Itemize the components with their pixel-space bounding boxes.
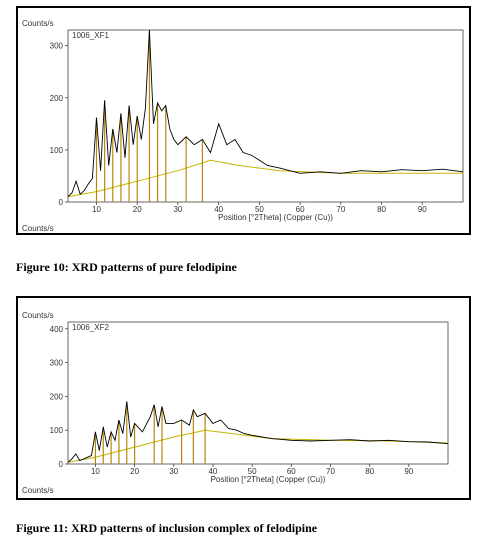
x-tick-label: 20 bbox=[133, 205, 142, 214]
x-tick-label: 10 bbox=[91, 467, 100, 476]
y-tick-label: 100 bbox=[50, 426, 64, 435]
xrd-plot-2: Counts/s Counts/s 1006_XF2 0 100 200 300 400 10 2… bbox=[22, 311, 449, 495]
y-tick-label: 0 bbox=[59, 198, 64, 207]
sample-label: 1006_XF1 bbox=[72, 31, 109, 40]
plot-frame bbox=[67, 29, 464, 203]
x-tick-label: 80 bbox=[365, 467, 374, 476]
x-tick-label: 60 bbox=[296, 205, 305, 214]
y-tick-label: 100 bbox=[50, 146, 64, 155]
y-unit-label: Counts/s bbox=[22, 311, 54, 320]
xrd-chart-pure-felodipine: Counts/s Counts/s 1006_XF1 0 100 200 300 10 20 30… bbox=[16, 6, 471, 235]
x-tick-label: 70 bbox=[336, 205, 345, 214]
xrd-plot-1: Counts/s Counts/s 1006_XF1 0 100 200 300 10 20 30… bbox=[22, 19, 464, 233]
x-axis-label: Position [°2Theta] (Copper (Cu)) bbox=[211, 475, 326, 484]
figure-11-caption: Figure 11: XRD patterns of inclusion com… bbox=[16, 521, 318, 535]
figure-10-caption: Figure 10: XRD patterns of pure felodipi… bbox=[16, 260, 237, 274]
x-tick-label: 60 bbox=[287, 467, 296, 476]
xrd-chart-inclusion-complex: Counts/s Counts/s 1006_XF2 0 100 200 300 400 10 2… bbox=[16, 296, 471, 500]
x-axis-label: Position [°2Theta] (Copper (Cu)) bbox=[218, 213, 333, 222]
x-tick-label: 30 bbox=[173, 205, 182, 214]
xrd-trace-line bbox=[67, 29, 464, 198]
background-baseline bbox=[67, 159, 463, 198]
x-tick-label: 90 bbox=[418, 205, 427, 214]
bottom-unit-label: Counts/s bbox=[22, 486, 54, 495]
y-tick-label: 300 bbox=[50, 42, 64, 51]
y-tick-label: 0 bbox=[59, 460, 64, 469]
y-unit-label: Counts/s bbox=[22, 19, 54, 28]
x-tick-label: 70 bbox=[326, 467, 335, 476]
x-tick-label: 50 bbox=[255, 205, 264, 214]
x-tick-label: 50 bbox=[248, 467, 257, 476]
sample-label: 1006_XF2 bbox=[72, 323, 109, 332]
y-tick-label: 300 bbox=[50, 359, 64, 368]
y-tick-label: 200 bbox=[50, 94, 64, 103]
y-tick-label: 400 bbox=[50, 325, 64, 334]
x-tick-label: 80 bbox=[377, 205, 386, 214]
plot-frame bbox=[67, 321, 449, 465]
x-tick-label: 90 bbox=[404, 467, 413, 476]
xrd-trace-line bbox=[67, 401, 449, 463]
x-tick-label: 30 bbox=[169, 467, 178, 476]
y-tick-label: 200 bbox=[50, 392, 64, 401]
background-baseline bbox=[67, 429, 449, 463]
x-tick-label: 40 bbox=[208, 467, 217, 476]
bottom-unit-label: Counts/s bbox=[22, 224, 54, 233]
x-tick-label: 20 bbox=[130, 467, 139, 476]
x-tick-label: 40 bbox=[214, 205, 223, 214]
x-tick-label: 10 bbox=[92, 205, 101, 214]
